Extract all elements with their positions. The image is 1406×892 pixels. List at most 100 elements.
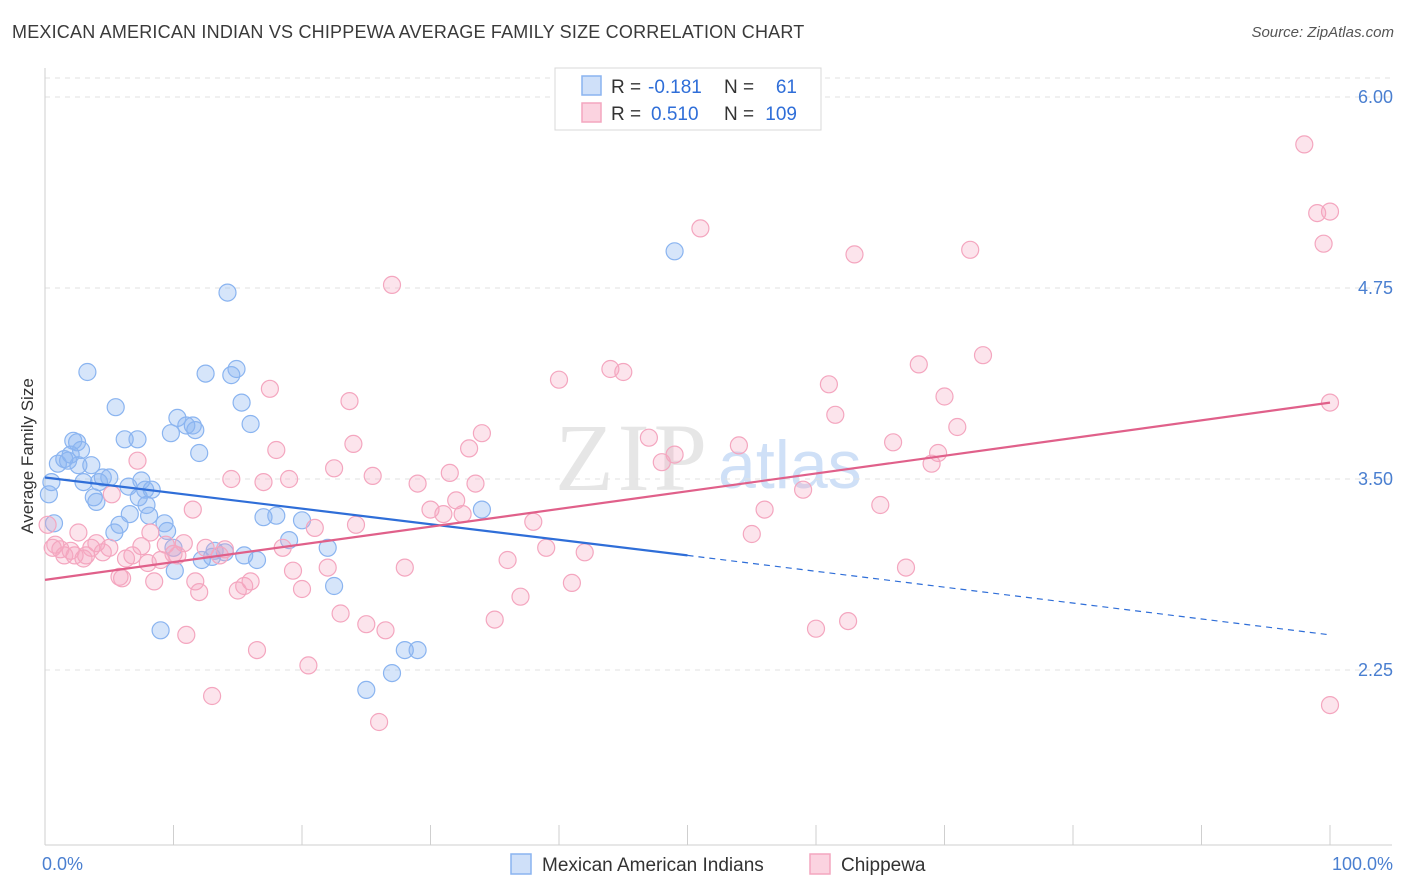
point-chippewa-102: [948, 417, 967, 437]
point-mexican-american-indians-63: [395, 640, 414, 660]
point-chippewa-77: [549, 370, 569, 389]
point-chippewa-71: [472, 424, 491, 443]
point-mexican-american-indians-41: [186, 421, 205, 440]
point-chippewa-47: [283, 561, 303, 580]
legend-swatch-blue: [581, 75, 602, 96]
point-mexican-american-indians-62: [382, 663, 402, 683]
point-chippewa-33: [196, 538, 215, 557]
point-chippewa-100: [928, 443, 948, 463]
point-chippewa-44: [267, 440, 286, 460]
point-mexican-american-indians-20: [106, 398, 125, 417]
point-chippewa-92: [826, 405, 845, 424]
point-chippewa-30: [183, 500, 202, 519]
legend-bottom-label-pink: Chippewa: [841, 855, 926, 876]
series-chippewa: [38, 135, 1340, 732]
point-mexican-american-indians-65: [472, 500, 491, 519]
point-chippewa-97: [896, 558, 916, 577]
point-chippewa-37: [222, 469, 241, 489]
legend-n-label-2: N =: [724, 104, 754, 125]
point-chippewa-76: [537, 538, 556, 557]
point-chippewa-104: [973, 346, 993, 365]
point-chippewa-14: [102, 485, 121, 504]
point-chippewa-57: [357, 615, 376, 634]
point-chippewa-75: [524, 512, 543, 531]
point-chippewa-99: [922, 454, 941, 473]
point-chippewa-48: [292, 579, 312, 599]
point-chippewa-32: [190, 582, 209, 602]
point-mexican-american-indians-9: [69, 456, 88, 475]
point-chippewa-69: [460, 439, 479, 458]
point-mexican-american-indians-15: [87, 492, 106, 511]
point-mexican-american-indians-24: [120, 504, 139, 524]
point-mexican-american-indians-60: [325, 576, 344, 596]
point-chippewa-94: [845, 245, 864, 264]
point-chippewa-0: [38, 515, 57, 534]
point-mexican-american-indians-64: [408, 640, 427, 660]
point-chippewa-70: [466, 474, 485, 493]
legend-r-value-2: 0.510: [651, 104, 699, 125]
point-chippewa-43: [260, 379, 279, 398]
trend-line-chippewa: [44, 401, 1331, 581]
axes: [44, 68, 1392, 846]
point-mexican-american-indians-32: [151, 621, 170, 640]
point-mexican-american-indians-35: [161, 424, 180, 443]
point-chippewa-56: [346, 515, 366, 534]
point-chippewa-19: [128, 451, 147, 470]
point-mexican-american-indians-59: [318, 538, 337, 557]
legend-top: R = -0.181 N = 61 R = 0.510 N = 109: [554, 67, 822, 131]
point-chippewa-22: [141, 523, 160, 542]
point-chippewa-91: [819, 375, 839, 394]
point-chippewa-68: [453, 504, 472, 524]
point-chippewa-58: [363, 466, 382, 485]
point-mexican-american-indians-25: [128, 430, 147, 449]
point-chippewa-31: [186, 572, 205, 591]
point-mexican-american-indians-2: [44, 514, 64, 533]
point-mexican-american-indians-53: [241, 414, 260, 434]
point-mexican-american-indians-61: [357, 680, 376, 700]
point-chippewa-107: [1314, 234, 1333, 253]
point-mexican-american-indians-17: [93, 468, 112, 487]
point-chippewa-98: [909, 355, 928, 374]
point-chippewa-53: [331, 604, 350, 623]
legend-r-label-2: R =: [611, 104, 641, 125]
point-mexican-american-indians-42: [190, 443, 209, 463]
point-chippewa-86: [729, 436, 749, 455]
point-chippewa-110: [1320, 695, 1340, 715]
legend-r-label-1: R =: [611, 77, 641, 98]
legend-n-value-2: 109: [765, 104, 797, 125]
point-chippewa-54: [340, 392, 359, 411]
point-chippewa-41: [247, 640, 267, 660]
legend-swatch-pink: [581, 102, 602, 123]
legend-n-value-1: 61: [776, 77, 797, 98]
point-chippewa-55: [344, 434, 363, 453]
point-mexican-american-indians-39: [177, 416, 196, 435]
legend-bottom-swatch-pink: [809, 853, 831, 875]
point-chippewa-63: [408, 474, 427, 493]
point-chippewa-50: [305, 518, 324, 538]
source-credit: Source: ZipAtlas.com: [1251, 24, 1394, 41]
point-chippewa-51: [318, 558, 337, 577]
point-chippewa-16: [112, 569, 132, 588]
point-chippewa-74: [511, 587, 530, 606]
legend-n-label-1: N =: [724, 77, 754, 98]
point-mexican-american-indians-48: [218, 283, 237, 302]
x-tick-label-start: 0.0%: [42, 854, 83, 874]
point-chippewa-39: [235, 576, 254, 596]
point-chippewa-79: [575, 543, 594, 562]
point-chippewa-4: [55, 546, 74, 565]
point-chippewa-28: [174, 534, 193, 553]
point-chippewa-13: [100, 538, 119, 557]
point-mexican-american-indians-54: [247, 550, 267, 570]
point-mexican-american-indians-51: [232, 393, 251, 412]
y-tick-labels: 2.25 3.50 4.75 6.00: [1358, 87, 1393, 680]
legend-r-value-1: -0.181: [648, 77, 702, 98]
point-chippewa-101: [935, 387, 954, 406]
point-chippewa-89: [793, 480, 813, 499]
point-chippewa-73: [498, 550, 517, 570]
point-chippewa-72: [485, 610, 504, 629]
point-mexican-american-indians-30: [140, 506, 159, 525]
legend-bottom-swatch-blue: [510, 853, 532, 875]
point-chippewa-88: [755, 500, 774, 519]
point-mexican-american-indians-56: [267, 506, 286, 525]
x-tick-labels: 0.0% 100.0%: [42, 854, 1393, 874]
